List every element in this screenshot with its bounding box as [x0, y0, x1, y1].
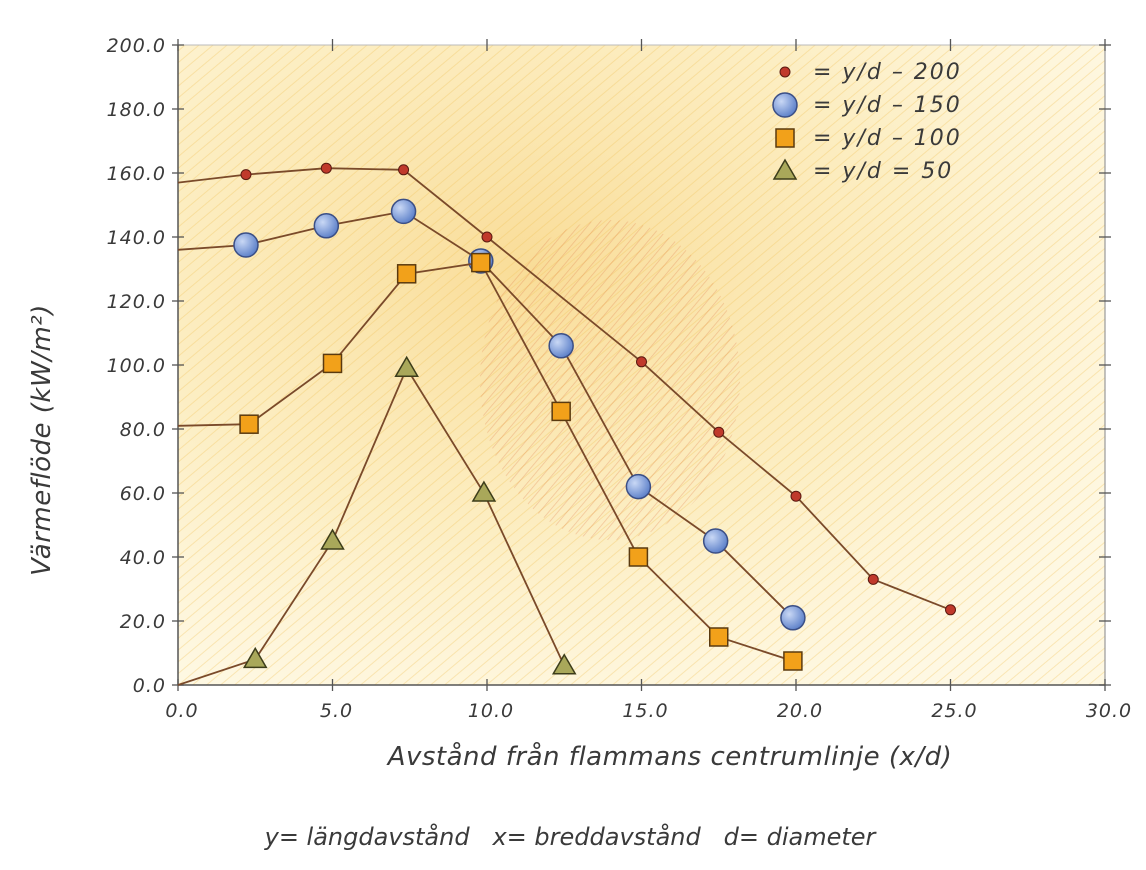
data-point: [709, 627, 729, 647]
y-tick-label: 200.0: [107, 35, 166, 57]
data-point: [471, 480, 497, 502]
legend-marker: [772, 158, 798, 180]
data-point: [481, 231, 493, 243]
x-tick-label: 20.0: [777, 700, 823, 722]
legend-label: = y/d – 100: [813, 126, 962, 151]
data-point: [551, 653, 577, 675]
x-axis-label: Avstånd från flammans centrumlinje (x/d): [386, 741, 953, 772]
legend-label: = y/d = 50: [813, 159, 953, 184]
series-line: [177, 167, 951, 611]
data-point: [702, 528, 729, 554]
y-tick-label: 160.0: [107, 163, 166, 185]
data-point: [783, 651, 803, 671]
y-tick-label: 80.0: [120, 419, 166, 441]
data-point: [551, 401, 571, 422]
legend-marker: [775, 128, 795, 148]
x-tick-label: 30.0: [1086, 700, 1132, 722]
series-layer: [177, 162, 956, 686]
data-point: [233, 232, 259, 258]
data-point: [396, 264, 417, 284]
data-point: [713, 426, 725, 438]
data-point: [780, 605, 806, 631]
y-tick-label: 180.0: [107, 99, 166, 121]
data-point: [320, 162, 332, 174]
legend-label: = y/d – 150: [813, 93, 962, 118]
y-tick-label: 40.0: [120, 547, 166, 569]
data-point: [790, 490, 802, 502]
y-tick-label: 120.0: [107, 291, 166, 313]
data-point: [628, 547, 649, 567]
data-point: [313, 213, 340, 239]
y-axis-ticks: 0.0 20.0 40.0 60.0 80.0 100.0 120.0 140.0 160.0 1…: [107, 35, 1111, 697]
series-3: [177, 252, 803, 671]
y-tick-label: 140.0: [107, 227, 166, 249]
x-tick-label: 15.0: [622, 700, 668, 722]
x-tick-label: 10.0: [468, 700, 514, 722]
legend-marker: [772, 92, 798, 118]
data-point: [548, 333, 574, 359]
data-point: [636, 356, 647, 368]
y-tick-label: 100.0: [107, 355, 166, 377]
data-point: [394, 355, 419, 377]
data-point: [867, 573, 879, 585]
data-point: [625, 473, 652, 500]
y-tick-label: 0.0: [133, 675, 166, 697]
data-point: [322, 353, 343, 374]
footnote: y= längdavstånd x= breddavstånd d= diame…: [264, 822, 878, 851]
x-axis-ticks: 0.0 5.0 10.0 15.0 20.0 25.0 30.0: [165, 39, 1132, 722]
series-line: [177, 366, 566, 686]
data-point: [320, 528, 345, 550]
y-axis-label: Värmeflöde (kW/m²): [27, 304, 57, 576]
data-point: [390, 198, 417, 225]
x-tick-label: 25.0: [931, 700, 977, 722]
y-tick-label: 20.0: [120, 611, 166, 633]
data-point: [242, 646, 268, 669]
x-tick-label: 0.0: [165, 700, 198, 722]
series-1: [177, 162, 956, 616]
data-point: [240, 169, 252, 181]
data-point: [239, 414, 259, 434]
legend-label: = y/d – 200: [813, 60, 962, 85]
data-point: [398, 164, 410, 176]
legend-marker: [779, 66, 791, 78]
data-point: [471, 252, 491, 273]
orange-shading-region: [480, 220, 740, 540]
y-tick-label: 60.0: [120, 483, 166, 505]
data-point: [945, 604, 956, 616]
x-tick-label: 5.0: [320, 700, 353, 722]
legend: = y/d – 200 = y/d – 150 = y/d – 100 = y/d =…: [772, 60, 962, 184]
series-4: [177, 355, 577, 686]
